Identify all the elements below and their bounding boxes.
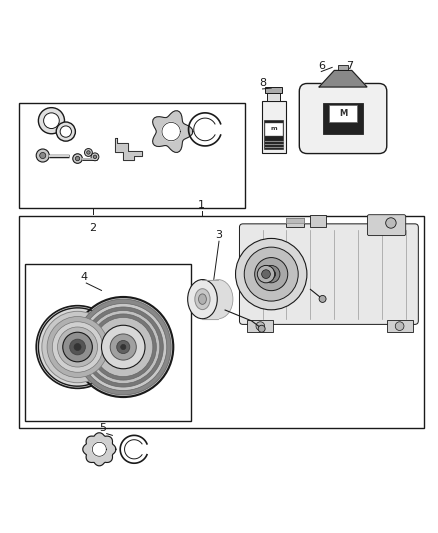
Circle shape (395, 322, 404, 330)
Circle shape (94, 318, 153, 377)
Bar (261, 101, 286, 154)
Text: 8: 8 (259, 78, 266, 88)
Ellipse shape (187, 279, 217, 319)
Bar (328, 104, 357, 122)
Circle shape (261, 270, 270, 278)
Circle shape (75, 299, 171, 395)
Circle shape (39, 108, 64, 134)
Circle shape (254, 257, 288, 290)
Bar (338, 65, 348, 70)
Circle shape (42, 311, 113, 383)
Polygon shape (152, 111, 193, 152)
Circle shape (267, 270, 276, 278)
Text: 5: 5 (99, 423, 106, 433)
Bar (267, 93, 280, 101)
Circle shape (80, 303, 167, 391)
Ellipse shape (198, 294, 206, 304)
Circle shape (258, 325, 265, 332)
Circle shape (93, 155, 97, 158)
Circle shape (63, 332, 92, 362)
Polygon shape (162, 123, 180, 141)
Bar (286, 218, 304, 223)
Circle shape (36, 149, 49, 162)
Circle shape (244, 247, 298, 301)
Circle shape (73, 297, 173, 397)
Text: M: M (339, 109, 347, 118)
Circle shape (262, 265, 280, 283)
Circle shape (117, 341, 130, 353)
Circle shape (57, 327, 98, 367)
Text: 6: 6 (318, 61, 325, 71)
FancyBboxPatch shape (240, 224, 418, 325)
Bar (247, 320, 273, 332)
Circle shape (44, 113, 59, 128)
FancyBboxPatch shape (367, 215, 406, 236)
Circle shape (386, 218, 396, 228)
Circle shape (74, 344, 81, 351)
Circle shape (87, 151, 90, 154)
Text: m: m (270, 126, 277, 131)
Circle shape (85, 149, 92, 156)
Bar (25, 264, 191, 421)
Circle shape (91, 153, 99, 161)
Text: 4: 4 (81, 272, 88, 282)
Bar (265, 87, 282, 93)
Circle shape (120, 344, 126, 350)
Circle shape (83, 307, 163, 387)
Text: 1: 1 (198, 200, 205, 210)
Circle shape (87, 310, 160, 384)
Circle shape (257, 265, 275, 283)
Bar (19, 103, 245, 208)
Circle shape (52, 322, 103, 372)
Ellipse shape (203, 279, 233, 319)
Circle shape (40, 152, 46, 158)
Text: 2: 2 (89, 223, 96, 233)
Bar (19, 216, 424, 427)
FancyBboxPatch shape (299, 84, 387, 154)
Text: 3: 3 (215, 230, 223, 240)
Circle shape (236, 238, 307, 310)
Circle shape (56, 122, 75, 141)
Text: 7: 7 (346, 61, 353, 71)
Circle shape (90, 314, 156, 380)
Circle shape (73, 154, 82, 163)
Bar (286, 218, 304, 228)
Circle shape (110, 334, 136, 360)
Polygon shape (115, 138, 142, 160)
Circle shape (102, 325, 145, 369)
Circle shape (36, 305, 119, 389)
Bar (323, 103, 363, 134)
Circle shape (60, 126, 71, 137)
Bar (265, 123, 283, 136)
Circle shape (256, 322, 265, 330)
Polygon shape (319, 70, 367, 87)
Bar (387, 320, 413, 332)
Circle shape (70, 339, 85, 355)
Circle shape (319, 295, 326, 302)
Circle shape (75, 156, 80, 161)
Polygon shape (92, 442, 106, 456)
Circle shape (47, 317, 108, 377)
Bar (264, 120, 283, 149)
Ellipse shape (195, 289, 210, 310)
Bar (311, 215, 325, 228)
Polygon shape (202, 279, 218, 319)
Polygon shape (83, 433, 116, 466)
